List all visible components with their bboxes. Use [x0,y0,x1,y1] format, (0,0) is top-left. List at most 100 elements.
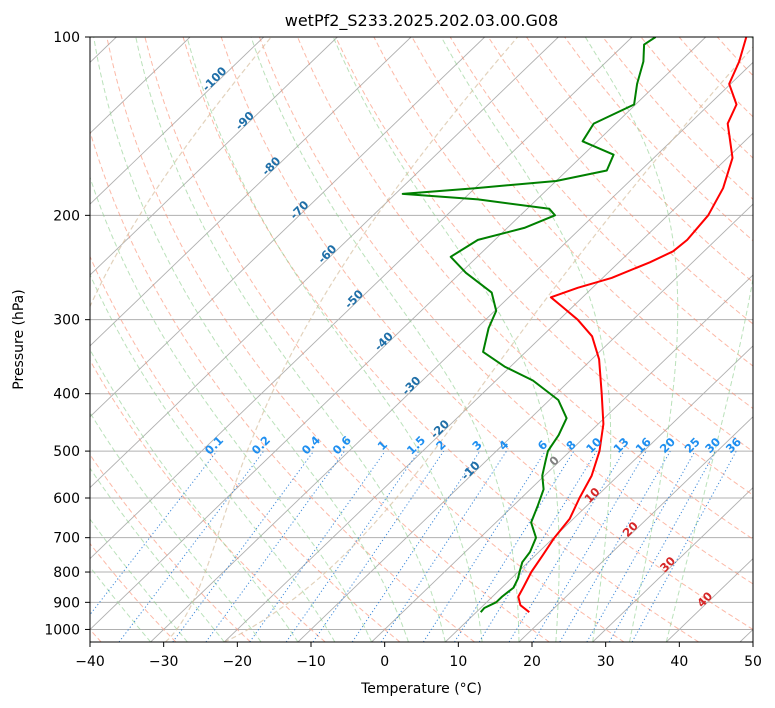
dewpoint-profile-line [401,37,657,613]
isotherm [739,628,753,642]
mixing-ratio-label: 36 [723,435,744,456]
lcl-curve [224,46,753,642]
isotherm-label: -80 [259,154,284,179]
mixing-ratio-label: 20 [657,435,678,456]
chart-title: wetPf2_S233.2025.202.03.00.G08 [285,11,559,31]
mixing-ratio-line [478,450,598,642]
dry-adiabat [106,37,550,642]
mixing-ratio-line [532,450,647,642]
x-axis-label: Temperature (°C) [360,681,482,697]
mixing-ratio-line [559,450,671,642]
y-tick-label: 1000 [44,622,80,638]
moist-adiabat [90,467,225,642]
dry-adiabat [526,37,753,283]
mixing-ratio-line [118,450,265,642]
isotherm-label: -50 [342,287,367,312]
moist-adiabat [90,348,299,642]
y-tick-label: 200 [53,208,80,224]
mixing-ratio-line [351,450,481,642]
x-tick-label: 30 [597,654,615,670]
y-tick-label: 400 [53,387,80,403]
reference-labels: -100-90-80-70-60-50-40-30-20-10 010203040… [199,64,744,610]
isotherm-label: 40 [694,589,715,610]
mixing-ratio-label: 0.1 [202,433,226,457]
isotherm [223,132,753,642]
mixing-ratio-line [249,450,386,642]
isotherm [444,345,753,642]
dry-adiabat [297,37,753,540]
x-tick-label: 40 [670,654,688,670]
x-tick-label: −10 [296,654,326,670]
isotherm [90,37,338,276]
dry-adiabat [90,255,401,642]
mixing-ratio-line [608,450,716,642]
profile-lines [401,37,748,613]
moist-adiabat [90,273,336,642]
dry-adiabat [678,37,753,118]
moist-adiabat [90,175,373,642]
mixing-ratio-line [422,450,546,642]
x-tick-label: 20 [523,654,541,670]
x-axis-ticks: −40 −30 −20 −10 0 10 20 30 40 50 [75,642,762,670]
dry-adiabat [90,129,475,642]
temperature-profile-line [517,37,748,613]
dry-adiabat [220,37,753,630]
isotherm [592,487,753,642]
dry-adiabat [258,37,753,585]
isotherm-label: -40 [371,329,396,354]
mixing-ratio-line [454,450,575,642]
moist-adiabat [332,37,560,642]
mixing-ratio-label: 13 [610,435,631,456]
dry-adiabat [182,37,699,642]
y-tick-label: 500 [53,444,80,460]
isotherm [371,274,753,642]
moist-adiabat [135,37,446,642]
mixing-ratio-label: 0.6 [330,433,354,457]
plot-frame [89,36,754,643]
isotherm [90,37,486,418]
isotherm-label: -30 [399,373,424,398]
dry-adiabat [373,37,753,453]
y-axis-ticks: 100 200 300 400 500 600 700 800 900 1000 [44,30,90,638]
x-tick-label: 10 [449,654,467,670]
mixing-ratio-label: 16 [633,435,654,456]
mixing-ratio-line [586,450,696,642]
dry-adiabat [144,37,625,642]
isotherm-label: 0 [546,453,562,469]
mixing-ratio-label: 1.5 [404,433,428,457]
lcl-curve [90,37,272,308]
moist-adiabat [90,411,262,642]
mixing-ratio-label: 25 [682,435,703,456]
dry-adiabat [335,37,753,496]
isotherm-label: -100 [199,64,229,94]
lcl-curve [164,37,519,642]
moist-adiabat [186,37,483,642]
y-tick-label: 800 [53,565,80,581]
moist-adiabat [93,37,409,642]
y-tick-label: 300 [53,313,80,329]
isotherm-label: 20 [620,519,641,540]
dry-adiabat [487,37,753,325]
dry-adiabat [564,37,753,242]
isotherm [90,37,559,489]
mixing-ratio-line [631,450,737,642]
isotherm [297,203,753,642]
y-tick-label: 900 [53,595,80,611]
isotherm [518,416,753,642]
dry-adiabat [90,453,251,642]
reference-grid [90,37,753,642]
dry-adiabat [90,359,326,642]
isotherm [90,37,412,347]
mixing-ratio-line [172,450,315,642]
x-tick-label: −40 [75,654,105,670]
moist-adiabat [665,37,753,642]
moist-adiabat [440,37,612,642]
moist-adiabat [90,518,188,642]
moist-adiabat [584,37,679,642]
y-tick-label: 100 [53,30,80,46]
mixing-ratio-label: 30 [702,435,723,456]
x-tick-label: −20 [223,654,253,670]
mixing-ratio-label: 0.4 [299,433,323,457]
